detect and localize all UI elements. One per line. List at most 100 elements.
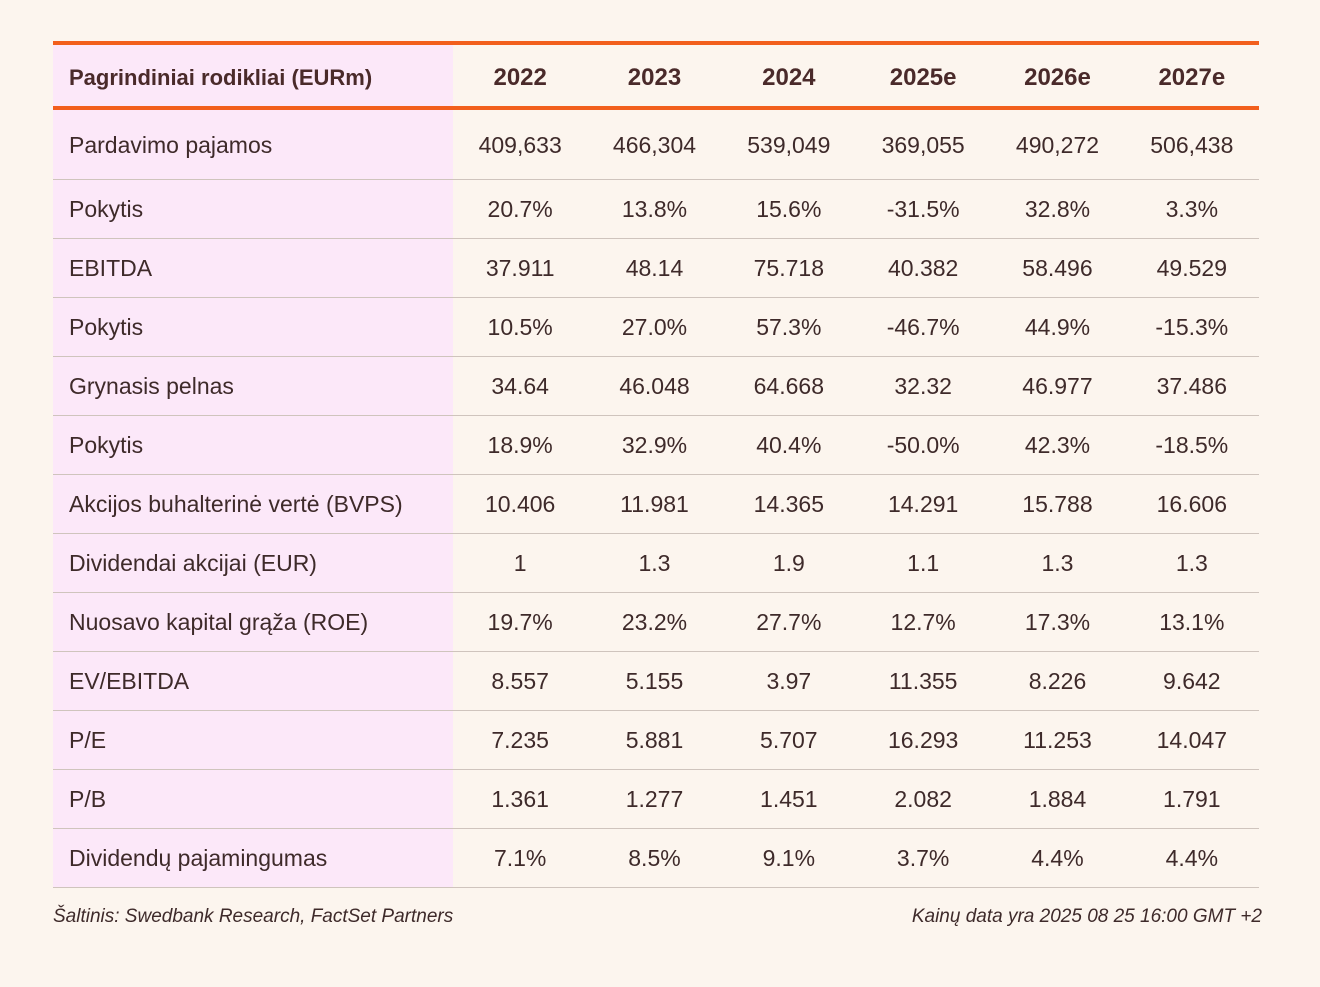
table-cell: 32.32 <box>855 356 991 416</box>
table-cell: 539,049 <box>721 110 856 180</box>
table-cell: 16.606 <box>1124 474 1259 534</box>
table-cell: 5.707 <box>721 710 856 770</box>
table-cell: 3.7% <box>855 828 991 888</box>
year-header: 2025e <box>889 63 957 91</box>
table-cell: 1 <box>453 533 588 593</box>
row-label: Pardavimo pajamos <box>53 110 453 180</box>
table-cell: 13.1% <box>1124 592 1259 652</box>
year-header: 2026e <box>1024 63 1091 91</box>
table-cell: 15.6% <box>721 179 856 239</box>
table-cell: 75.718 <box>721 238 856 298</box>
table-cell: 8.5% <box>587 828 722 888</box>
table-cell: 8.557 <box>453 651 588 711</box>
key-indicators-table-wrap: Pagrindiniai rodikliai (EURm) 2022 2023 … <box>53 41 1259 888</box>
table-cell: 16.293 <box>855 710 991 770</box>
table-row: Grynasis pelnas 34.64 46.048 64.668 32.32 46.… <box>53 356 1259 416</box>
table-cell: 3.97 <box>721 651 856 711</box>
table-cell: 1.3 <box>1124 533 1259 593</box>
table-row: P/B 1.361 1.277 1.451 2.082 1.884 1.791 <box>53 769 1259 829</box>
row-label: Dividendų pajamingumas <box>53 828 453 888</box>
table-cell: 14.365 <box>721 474 856 534</box>
table-cell: 7.235 <box>453 710 588 770</box>
table-cell: 1.3 <box>990 533 1125 593</box>
table-cell: 11.253 <box>990 710 1125 770</box>
table-cell: 12.7% <box>855 592 991 652</box>
table-row: Nuosavo kapital grąža (ROE) 19.7% 23.2% 27.… <box>53 592 1259 652</box>
table-cell: 3.3% <box>1124 179 1259 239</box>
row-label: Pokytis <box>53 179 453 239</box>
row-label: Nuosavo kapital grąža (ROE) <box>53 592 453 652</box>
table-cell: 10.406 <box>453 474 588 534</box>
table-cell: 1.9 <box>721 533 856 593</box>
key-indicators-table: Pagrindiniai rodikliai (EURm) 2022 2023 … <box>53 45 1259 888</box>
table-cell: 409,633 <box>453 110 588 180</box>
row-label: P/B <box>53 769 453 829</box>
header-accent-bar <box>53 106 1259 110</box>
table-cell: 58.496 <box>990 238 1125 298</box>
table-cell: -18.5% <box>1124 415 1259 475</box>
table-cell: 1.451 <box>721 769 856 829</box>
table-cell: 1.884 <box>990 769 1125 829</box>
table-cell: 23.2% <box>587 592 722 652</box>
table-cell: -46.7% <box>855 297 991 357</box>
table-cell: 27.7% <box>721 592 856 652</box>
row-label: Dividendai akcijai (EUR) <box>53 533 453 593</box>
table-cell: 5.881 <box>587 710 722 770</box>
table-row: Pokytis 20.7% 13.8% 15.6% -31.5% 32.8% 3.3% <box>53 179 1259 239</box>
table-cell: 57.3% <box>721 297 856 357</box>
table-row: P/E 7.235 5.881 5.707 16.293 11.253 14.047 <box>53 710 1259 770</box>
table-cell: 44.9% <box>990 297 1125 357</box>
row-label: Grynasis pelnas <box>53 356 453 416</box>
table-row: Pokytis 18.9% 32.9% 40.4% -50.0% 42.3% -18.5% <box>53 415 1259 475</box>
table-cell: 18.9% <box>453 415 588 475</box>
table-cell: 14.047 <box>1124 710 1259 770</box>
year-header: 2024 <box>762 63 816 91</box>
table-row: Dividendai akcijai (EUR) 1 1.3 1.9 1.1 1.3 1.3 <box>53 533 1259 593</box>
table-cell: 48.14 <box>587 238 722 298</box>
year-header: 2023 <box>627 63 682 91</box>
table-cell: 27.0% <box>587 297 722 357</box>
table-cell: 13.8% <box>587 179 722 239</box>
table-row: Dividendų pajamingumas 7.1% 8.5% 9.1% 3.7% 4.… <box>53 828 1259 888</box>
table-cell: 4.4% <box>1124 828 1259 888</box>
table-cell: 64.668 <box>721 356 856 416</box>
table-body: Pardavimo pajamos 409,633 466,304 539,049 36… <box>53 110 1259 888</box>
table-row: EV/EBITDA 8.557 5.155 3.97 11.355 8.226 9.642 <box>53 651 1259 711</box>
table-cell: 4.4% <box>990 828 1125 888</box>
table-cell: 1.3 <box>587 533 722 593</box>
row-label: EBITDA <box>53 238 453 298</box>
year-header: 2022 <box>493 63 547 91</box>
table-cell: 1.1 <box>855 533 991 593</box>
table-cell: 34.64 <box>453 356 588 416</box>
table-cell: -50.0% <box>855 415 991 475</box>
row-label: P/E <box>53 710 453 770</box>
table-header-row: Pagrindiniai rodikliai (EURm) 2022 2023 … <box>53 45 1259 110</box>
table-cell: 37.486 <box>1124 356 1259 416</box>
row-label: Akcijos buhalterinė vertė (BVPS) <box>53 474 453 534</box>
table-row: EBITDA 37.911 48.14 75.718 40.382 58.496 49.52… <box>53 238 1259 298</box>
table-cell: 9.1% <box>721 828 856 888</box>
table-row: Akcijos buhalterinė vertė (BVPS) 10.406 11… <box>53 474 1259 534</box>
table-cell: 10.5% <box>453 297 588 357</box>
table-cell: 490,272 <box>990 110 1125 180</box>
table-cell: 1.277 <box>587 769 722 829</box>
table-cell: 7.1% <box>453 828 588 888</box>
table-cell: 11.355 <box>855 651 991 711</box>
table-cell: 46.977 <box>990 356 1125 416</box>
price-date-note: Kainų data yra 2025 08 25 16:00 GMT +2 <box>911 906 1262 927</box>
table-cell: 506,438 <box>1124 110 1259 180</box>
year-header: 2027e <box>1158 63 1226 91</box>
table-cell: 46.048 <box>587 356 722 416</box>
table-row: Pardavimo pajamos 409,633 466,304 539,049 36… <box>53 110 1259 180</box>
table-cell: 369,055 <box>855 110 991 180</box>
table-cell: 20.7% <box>453 179 588 239</box>
row-label: Pokytis <box>53 297 453 357</box>
table-cell: 49.529 <box>1124 238 1259 298</box>
table-cell: 8.226 <box>990 651 1125 711</box>
table-cell: 19.7% <box>453 592 588 652</box>
table-cell: 14.291 <box>855 474 991 534</box>
table-cell: 42.3% <box>990 415 1125 475</box>
table-cell: 9.642 <box>1124 651 1259 711</box>
table-cell: 466,304 <box>587 110 722 180</box>
table-cell: 11.981 <box>587 474 722 534</box>
